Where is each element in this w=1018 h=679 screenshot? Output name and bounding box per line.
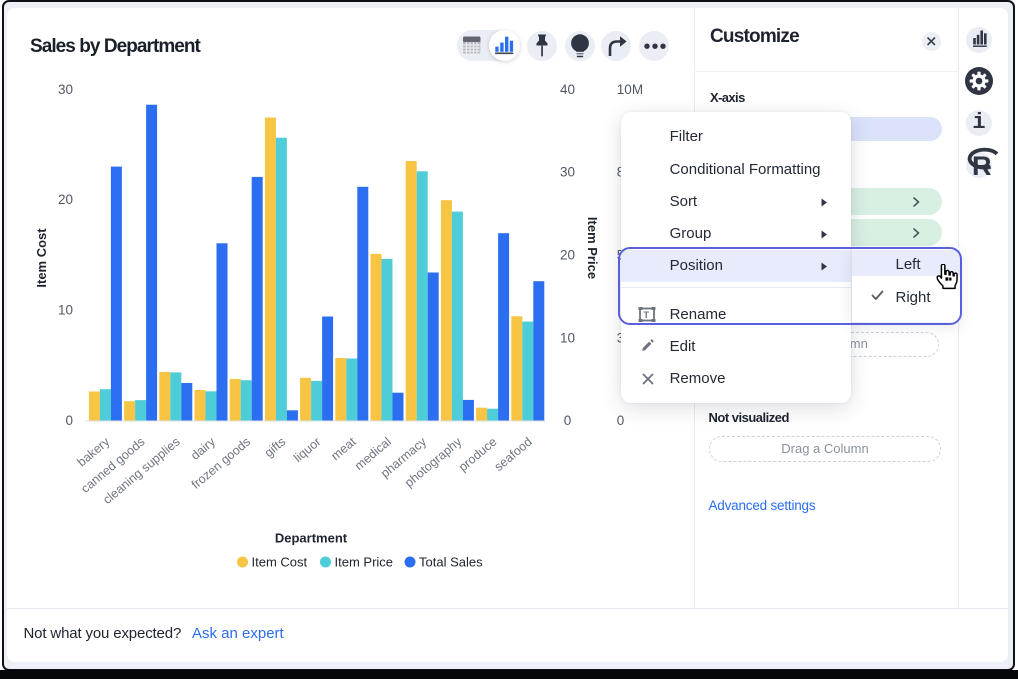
svg-text:10: 10 bbox=[560, 331, 575, 346]
svg-text:10M: 10M bbox=[617, 82, 643, 97]
svg-text:produce: produce bbox=[456, 435, 500, 475]
svg-text:liquor: liquor bbox=[291, 435, 323, 465]
svg-text:10: 10 bbox=[58, 303, 73, 318]
svg-text:40: 40 bbox=[560, 82, 575, 97]
svg-text:Item Price: Item Price bbox=[335, 555, 394, 570]
svg-text:Item Cost: Item Cost bbox=[34, 228, 49, 288]
svg-text:0: 0 bbox=[617, 413, 625, 428]
svg-text:T: T bbox=[644, 310, 650, 320]
svg-text:Item Price: Item Price bbox=[585, 217, 600, 279]
svg-text:seafood: seafood bbox=[492, 435, 535, 474]
svg-text:30: 30 bbox=[58, 82, 73, 97]
svg-text:gifts: gifts bbox=[262, 435, 289, 460]
svg-text:R: R bbox=[972, 151, 992, 181]
svg-text:20: 20 bbox=[58, 192, 73, 207]
svg-text:Item Cost: Item Cost bbox=[252, 555, 308, 570]
svg-text:20: 20 bbox=[560, 248, 575, 263]
svg-text:dairy: dairy bbox=[188, 434, 218, 463]
svg-text:0: 0 bbox=[564, 413, 572, 428]
svg-text:0: 0 bbox=[65, 413, 73, 428]
svg-text:30: 30 bbox=[560, 165, 575, 180]
svg-text:Total Sales: Total Sales bbox=[419, 555, 483, 570]
svg-text:Department: Department bbox=[275, 531, 348, 546]
